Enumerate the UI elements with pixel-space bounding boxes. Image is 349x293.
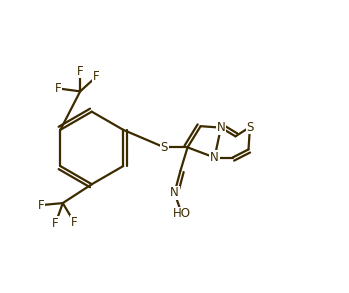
Text: N: N	[210, 151, 219, 164]
Text: S: S	[161, 141, 168, 154]
Text: HO: HO	[173, 207, 191, 220]
Text: F: F	[52, 217, 59, 230]
Text: F: F	[77, 64, 83, 78]
Text: S: S	[246, 120, 254, 134]
Text: F: F	[55, 82, 62, 95]
Text: F: F	[71, 216, 78, 229]
Text: F: F	[93, 70, 99, 83]
Text: N: N	[170, 186, 179, 200]
Text: F: F	[38, 199, 44, 212]
Text: N: N	[217, 121, 225, 134]
